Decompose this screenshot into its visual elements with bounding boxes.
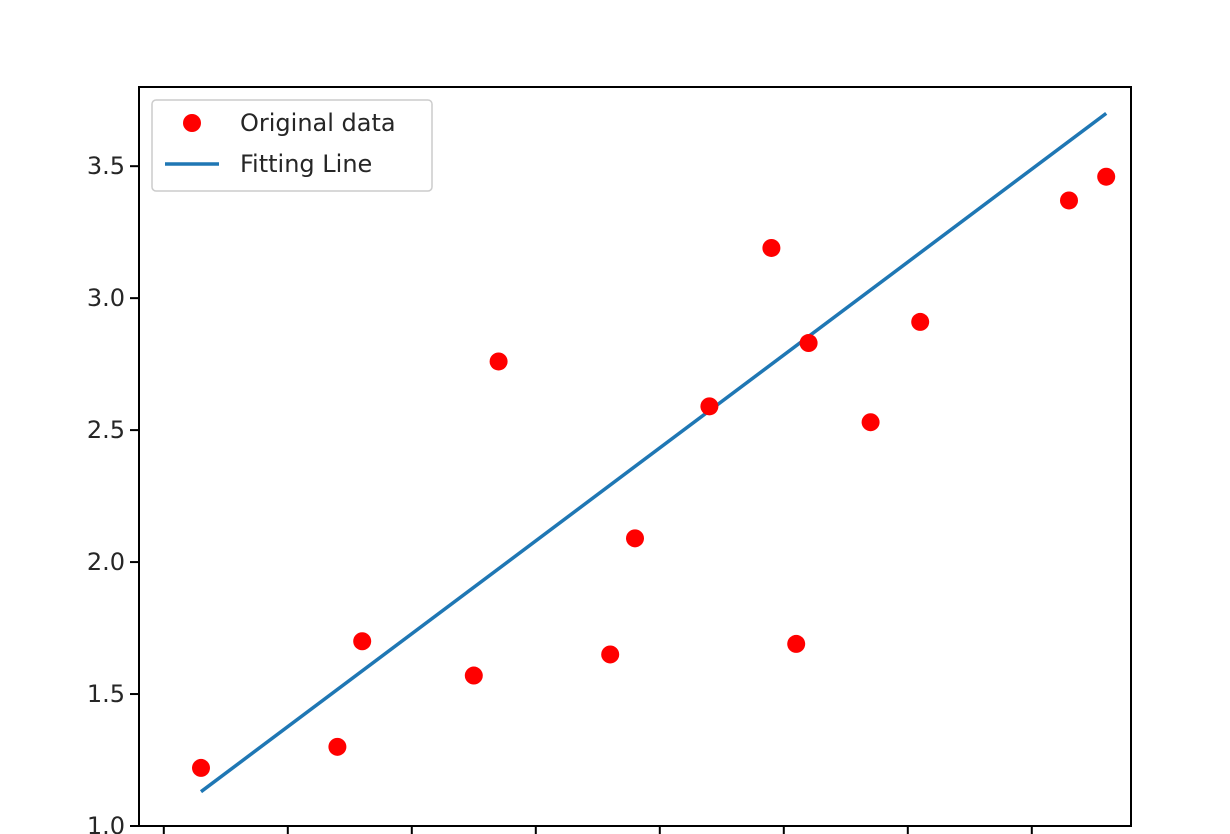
data-point bbox=[489, 352, 508, 371]
y-tick-label: 1.0 bbox=[87, 812, 125, 834]
y-tick-label: 2.5 bbox=[87, 416, 125, 444]
data-point bbox=[787, 634, 806, 653]
data-point bbox=[601, 645, 620, 664]
data-point bbox=[626, 529, 644, 548]
data-point bbox=[353, 632, 372, 651]
data-point bbox=[799, 334, 818, 353]
data-point bbox=[328, 737, 347, 756]
data-point bbox=[464, 666, 483, 685]
data-point bbox=[762, 238, 781, 257]
legend-label: Original data bbox=[240, 109, 396, 137]
y-tick-label: 2.0 bbox=[87, 548, 125, 576]
legend: Original data Fitting Line bbox=[151, 99, 433, 192]
axes-frame bbox=[138, 86, 1132, 827]
legend-marker-original-data bbox=[183, 114, 201, 132]
data-point bbox=[192, 758, 210, 777]
y-tick-label: 1.5 bbox=[87, 680, 125, 708]
x-axis-ticks bbox=[162, 826, 1033, 834]
fitting-line bbox=[199, 111, 1108, 794]
data-point bbox=[1060, 191, 1078, 210]
legend-label: Fitting Line bbox=[240, 150, 372, 178]
data-point bbox=[1097, 167, 1116, 186]
data-point bbox=[861, 413, 880, 432]
legend-box bbox=[151, 99, 433, 192]
data-point bbox=[700, 397, 719, 416]
plot-area bbox=[192, 111, 1116, 794]
data-point bbox=[911, 312, 930, 331]
y-axis-ticks: 1.0 1.5 2.0 2.5 3.0 3.5 bbox=[87, 152, 139, 834]
y-tick-label: 3.0 bbox=[87, 284, 125, 312]
y-tick-label: 3.5 bbox=[87, 152, 125, 180]
